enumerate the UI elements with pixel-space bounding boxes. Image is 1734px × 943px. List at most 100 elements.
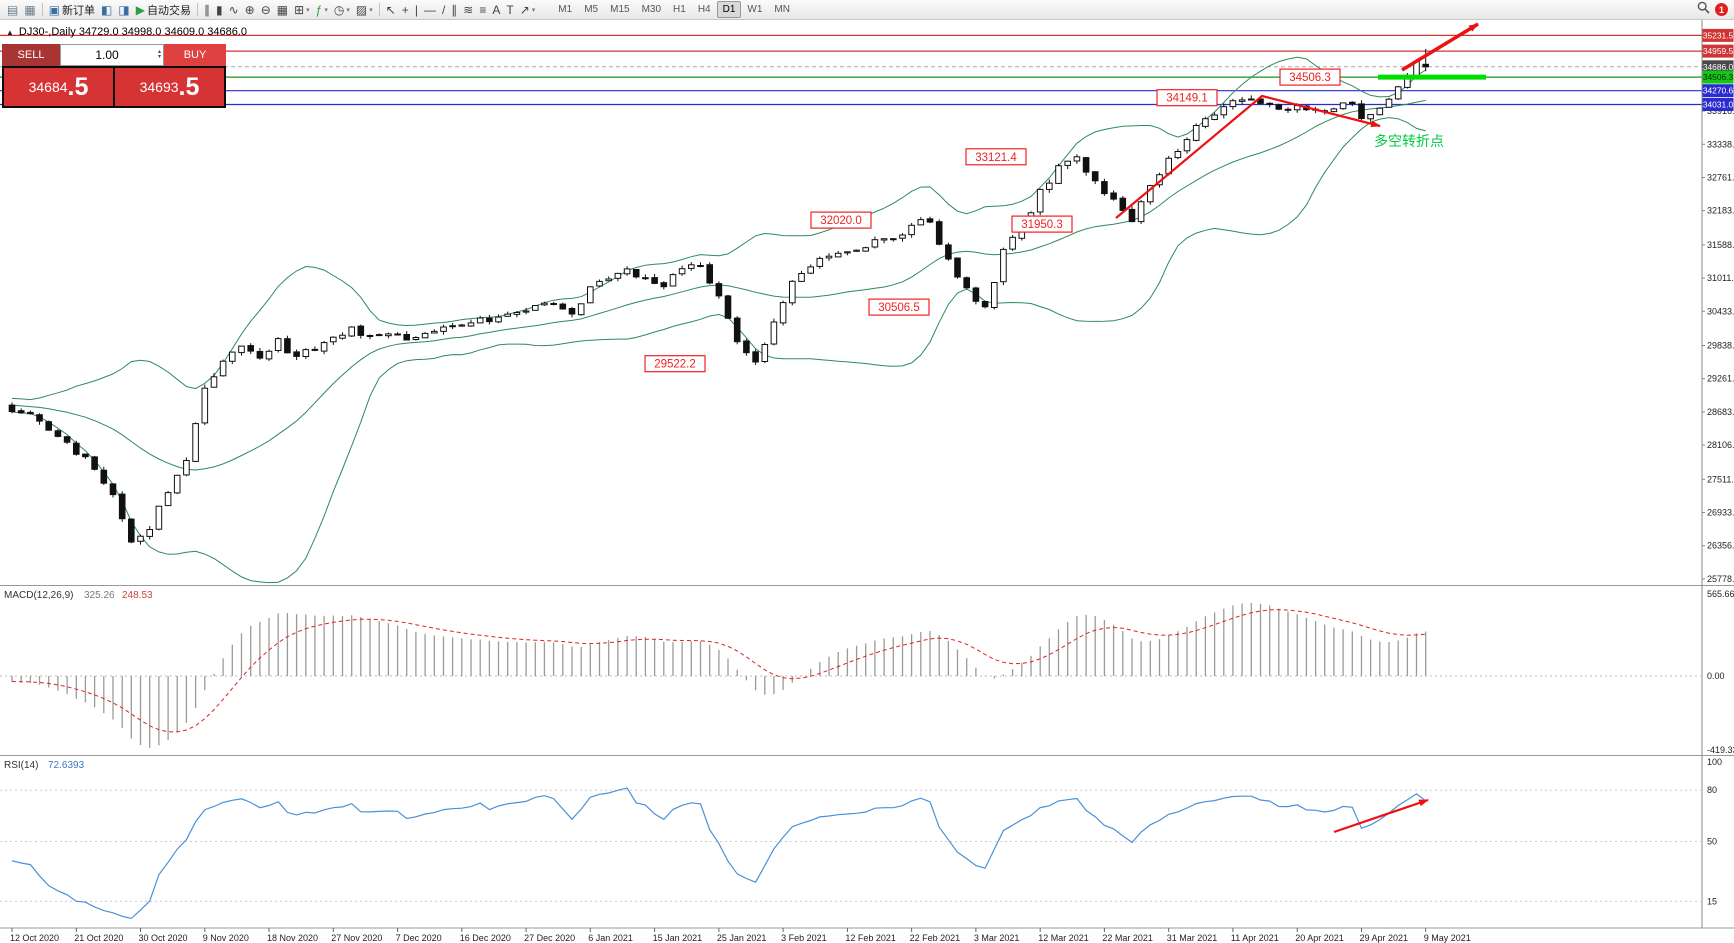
volume-up-icon[interactable]: ▴ xyxy=(157,49,161,55)
buy-price-base: 34693 xyxy=(139,79,179,95)
sell-price-display[interactable]: 34684.5 xyxy=(4,68,113,106)
horizontal-line-icon[interactable]: — xyxy=(421,1,439,19)
zoom-in-icon[interactable]: ⊕ xyxy=(242,1,258,19)
date-tick-label: 18 Nov 2020 xyxy=(267,933,318,943)
new-order-icon[interactable]: ▣ 新订单 xyxy=(46,1,98,19)
text-label-icon[interactable]: T xyxy=(503,1,516,19)
bar-chart-icon[interactable]: ∥ xyxy=(201,1,213,19)
data-window-icon[interactable]: ◨ xyxy=(115,1,132,19)
sell-price-fraction: .5 xyxy=(67,72,89,101)
volume-down-icon[interactable]: ▾ xyxy=(157,54,161,60)
timeframe-toolbar: M1 M5 M15 M30 H1 H4 D1 W1 MN xyxy=(552,1,796,18)
chart-shift-icon[interactable]: ⊞ ▾ xyxy=(291,1,313,19)
market-watch-icon-glyph: ◧ xyxy=(101,2,113,17)
price-chart-canvas[interactable]: 29522.2 30506.5 32020.0 31950.3 33121.4 34149… xyxy=(0,20,1734,943)
swing-label-text: 29522.2 xyxy=(654,359,696,371)
market-watch-icon[interactable]: ◧ xyxy=(98,1,115,19)
swing-label-box[interactable] xyxy=(1279,68,1341,86)
line-chart-icon[interactable]: ∿ xyxy=(226,1,242,19)
tile-windows-icon[interactable]: ▦ xyxy=(274,1,291,19)
date-tick-label: 25 Jan 2021 xyxy=(717,933,767,943)
shapes-icon[interactable]: ≡ xyxy=(476,1,489,19)
trendline-icon[interactable]: / xyxy=(439,1,448,19)
swing-label-box[interactable] xyxy=(810,211,872,229)
date-tick-label: 9 Nov 2020 xyxy=(203,933,249,943)
swing-label-box[interactable] xyxy=(1011,215,1073,233)
timeframe-m15[interactable]: M15 xyxy=(610,4,630,15)
timeframe-m1[interactable]: M1 xyxy=(558,4,573,15)
profiles-icon[interactable]: ▦ xyxy=(21,1,38,19)
toolbar-right: 1 xyxy=(1697,1,1730,19)
new-window-icon-glyph: ▤ xyxy=(7,2,19,17)
timeframe-w1[interactable]: W1 xyxy=(747,4,763,15)
price-tick-label: 32183.5 xyxy=(1707,206,1734,216)
time-axis[interactable]: 12 Oct 2020 21 Oct 2020 30 Oct 2020 9 Nov 2… xyxy=(10,928,1471,943)
timeframe-h1[interactable]: H1 xyxy=(673,4,686,15)
zoom-out-icon[interactable]: ⊖ xyxy=(258,1,274,19)
trade-panel-prices: 34684.5 34693.5 xyxy=(2,66,226,108)
symbol-info-bar: ▲ DJ30-,Daily 34729.0 34998.0 34609.0 34… xyxy=(6,26,247,38)
timeframe-m5[interactable]: M5 xyxy=(584,4,599,15)
equidistant-channel-icon[interactable]: ∥ xyxy=(448,1,460,19)
timeframe-h4[interactable]: H4 xyxy=(697,4,711,15)
candlestick-chart-icon[interactable]: ▮ xyxy=(213,1,226,19)
periods-icon[interactable]: ◷ ▾ xyxy=(331,1,353,19)
trend-arrow-2[interactable] xyxy=(1401,22,1479,72)
crosshair-icon-glyph: + xyxy=(401,2,409,17)
rsi-axis-tick: 50 xyxy=(1707,837,1717,847)
indicators-icon-dropdown[interactable]: ▾ xyxy=(324,6,328,14)
periods-icon-dropdown[interactable]: ▾ xyxy=(346,6,350,14)
new-window-icon[interactable]: ▤ xyxy=(4,1,21,19)
templates-icon[interactable]: ▨ ▾ xyxy=(353,1,376,19)
arrows-tool-icon[interactable]: ↗ ▾ xyxy=(517,1,539,19)
buy-price-display[interactable]: 34693.5 xyxy=(115,68,224,106)
turning-point-annotation[interactable]: 多空转折点 xyxy=(1374,133,1444,149)
indicators-icon-glyph: ƒ xyxy=(315,2,323,17)
swing-label-box[interactable] xyxy=(644,355,706,373)
date-tick-label: 15 Jan 2021 xyxy=(653,933,703,943)
trade-panel-header: SELL 1.00 ▴ ▾ BUY xyxy=(2,44,226,66)
date-tick-label: 12 Oct 2020 xyxy=(10,933,59,943)
price-badge xyxy=(1702,98,1734,111)
macd-signal-line xyxy=(11,609,1426,733)
buy-button[interactable]: BUY xyxy=(164,44,226,66)
date-tick-label: 7 Dec 2020 xyxy=(396,933,442,943)
swing-label-box[interactable] xyxy=(965,148,1027,166)
autotrading-icon[interactable]: ▶ 自动交易 xyxy=(133,1,194,19)
fibonacci-icon[interactable]: ≋ xyxy=(460,1,476,19)
sell-button[interactable]: SELL xyxy=(2,44,60,66)
cursor-icon[interactable]: ↖ xyxy=(383,1,399,19)
vertical-line-icon[interactable]: | xyxy=(412,1,421,19)
data-window-icon-glyph: ◨ xyxy=(118,2,130,17)
indicators-icon[interactable]: ƒ ▾ xyxy=(313,1,331,19)
price-badge-text: 34031.0 xyxy=(1703,100,1734,110)
swing-label-box[interactable] xyxy=(868,298,930,316)
rsi-trend-arrow[interactable] xyxy=(1333,798,1429,834)
macd-main-value: 325.26 xyxy=(84,590,115,601)
chart-shift-icon-glyph: ⊞ xyxy=(294,2,305,17)
timeframe-d1[interactable]: D1 xyxy=(716,1,742,18)
trend-arrow-1[interactable] xyxy=(1115,94,1381,219)
arrows-tool-icon-dropdown[interactable]: ▾ xyxy=(531,6,536,14)
price-axis[interactable]: 33916.0 33338.5 32761.0 32183.5 31588.5 31011… xyxy=(1702,106,1734,584)
search-icon[interactable] xyxy=(1697,1,1710,19)
templates-icon-dropdown[interactable]: ▾ xyxy=(369,6,373,14)
volume-stepper[interactable]: ▴ ▾ xyxy=(158,45,161,65)
horizontal-level-lines[interactable] xyxy=(0,34,1702,106)
notification-badge[interactable]: 1 xyxy=(1715,3,1728,16)
volume-input[interactable]: 1.00 ▴ ▾ xyxy=(60,44,164,66)
price-tick-label: 26933.5 xyxy=(1707,508,1734,518)
periods-icon-glyph: ◷ xyxy=(333,2,345,17)
text-icon[interactable]: A xyxy=(489,1,503,19)
crosshair-icon[interactable]: + xyxy=(399,1,412,19)
text-label-icon-glyph: T xyxy=(506,2,514,17)
zoom-out-icon-glyph: ⊖ xyxy=(260,2,271,17)
timeframe-mn[interactable]: MN xyxy=(774,4,790,15)
volume-value: 1.00 xyxy=(95,48,119,62)
toolbar-separator xyxy=(196,3,198,16)
date-tick-label: 20 Apr 2021 xyxy=(1295,933,1344,943)
timeframe-m30[interactable]: M30 xyxy=(641,4,662,15)
chart-shift-icon-dropdown[interactable]: ▾ xyxy=(306,6,310,14)
swing-label-box[interactable] xyxy=(1156,89,1218,107)
